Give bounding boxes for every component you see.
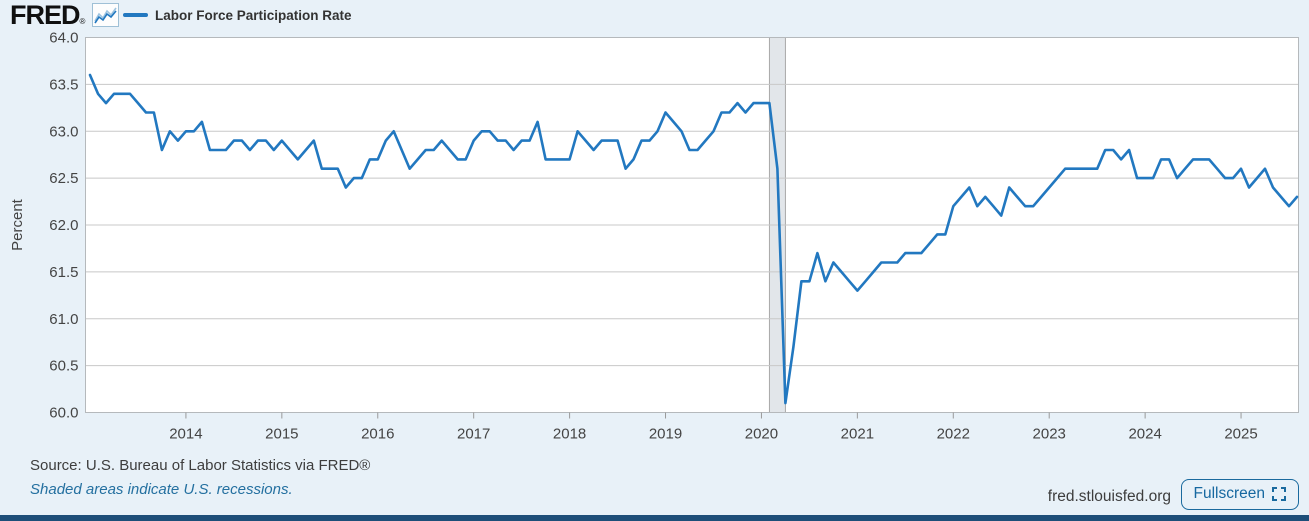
y-tick-label: 60.5 <box>49 358 78 375</box>
x-tick-label: 2018 <box>553 426 586 443</box>
recession-note-link[interactable]: Shaded areas indicate U.S. recessions. <box>30 481 293 498</box>
y-tick-label: 62.0 <box>49 217 78 234</box>
fullscreen-button[interactable]: Fullscreen <box>1180 479 1299 510</box>
x-tick-label: 2021 <box>841 426 874 443</box>
x-tick-label: 2017 <box>457 426 490 443</box>
x-tick-label: 2025 <box>1224 426 1257 443</box>
chart-legend: Labor Force Participation Rate <box>123 0 352 30</box>
fullscreen-button-label: Fullscreen <box>1193 485 1266 502</box>
x-tick-label: 2022 <box>937 426 970 443</box>
x-tick-label: 2020 <box>745 426 778 443</box>
time-series-chart[interactable]: 64.0 63.5 63.0 62.5 62.0 61.5 61.0 60.5 60.0 2014… <box>0 0 1309 455</box>
fred-site-link[interactable]: fred.stlouisfed.org <box>1047 488 1171 505</box>
y-tick-label: 63.0 <box>49 123 78 140</box>
y-tick-label: 63.5 <box>49 76 78 93</box>
x-tick-label: 2015 <box>265 426 298 443</box>
legend-line-swatch <box>123 13 148 17</box>
source-attribution[interactable]: Source: U.S. Bureau of Labor Statistics … <box>30 457 371 474</box>
registered-mark: ® <box>79 17 86 26</box>
y-tick-label: 64.0 <box>49 30 78 47</box>
sparkline-icon <box>92 3 119 27</box>
y-tick-label: 61.0 <box>49 311 78 328</box>
fred-logo-text: FRED <box>10 0 80 30</box>
x-tick-label: 2014 <box>169 426 202 443</box>
y-tick-label: 62.5 <box>49 170 78 187</box>
fred-logo[interactable]: FRED® <box>10 0 85 37</box>
x-tick-label: 2023 <box>1033 426 1066 443</box>
fullscreen-expand-icon <box>1272 487 1286 501</box>
data-line <box>88 73 1299 405</box>
y-tick-label: 61.5 <box>49 264 78 281</box>
x-tick-label: 2024 <box>1128 426 1161 443</box>
y-tick-label: 60.0 <box>49 405 78 422</box>
plot-border <box>85 37 1299 413</box>
y-axis-label: Percent <box>9 198 26 251</box>
x-tick-label: 2016 <box>361 426 394 443</box>
bottom-accent-bar <box>0 515 1309 521</box>
x-tick-label: 2019 <box>649 426 682 443</box>
legend-series-label: Labor Force Participation Rate <box>155 7 352 23</box>
